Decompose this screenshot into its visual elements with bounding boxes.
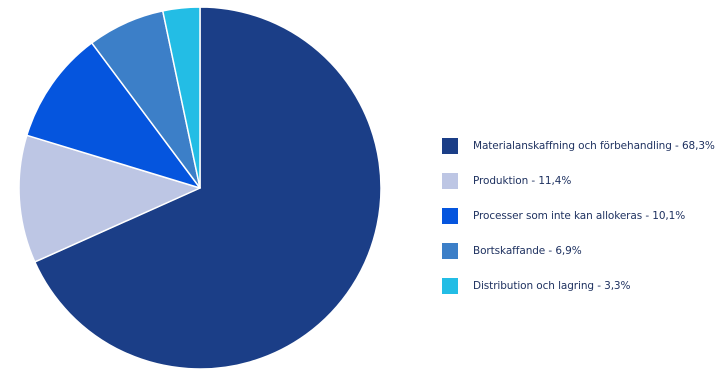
pie-slice xyxy=(161,6,201,189)
legend-label: Distribution och lagring - 3,3% xyxy=(473,279,631,292)
legend-swatch xyxy=(442,207,458,224)
legend-swatch xyxy=(442,242,458,259)
pie-slices xyxy=(18,6,382,369)
legend-swatch xyxy=(442,172,458,189)
pie-slice xyxy=(34,6,382,369)
legend-swatch xyxy=(442,277,458,294)
legend-label: Bortskaffande - 6,9% xyxy=(473,244,582,257)
legend-item: Bortskaffande - 6,9% xyxy=(442,242,718,259)
pie-slice xyxy=(18,134,201,263)
pie-slice xyxy=(26,42,201,189)
legend-swatch xyxy=(442,137,458,154)
legend-label: Processer som inte kan allokeras - 10,1% xyxy=(473,209,686,222)
legend-item: Processer som inte kan allokeras - 10,1% xyxy=(442,207,718,224)
legend-item: Materialanskaffning och förbehandling - … xyxy=(442,137,718,154)
legend-label: Materialanskaffning och förbehandling - … xyxy=(473,139,715,152)
legend-label: Produktion - 11,4% xyxy=(473,174,572,187)
legend-item: Produktion - 11,4% xyxy=(442,172,718,189)
legend: Materialanskaffning och förbehandling - … xyxy=(442,137,718,312)
legend-item: Distribution och lagring - 3,3% xyxy=(442,277,718,294)
